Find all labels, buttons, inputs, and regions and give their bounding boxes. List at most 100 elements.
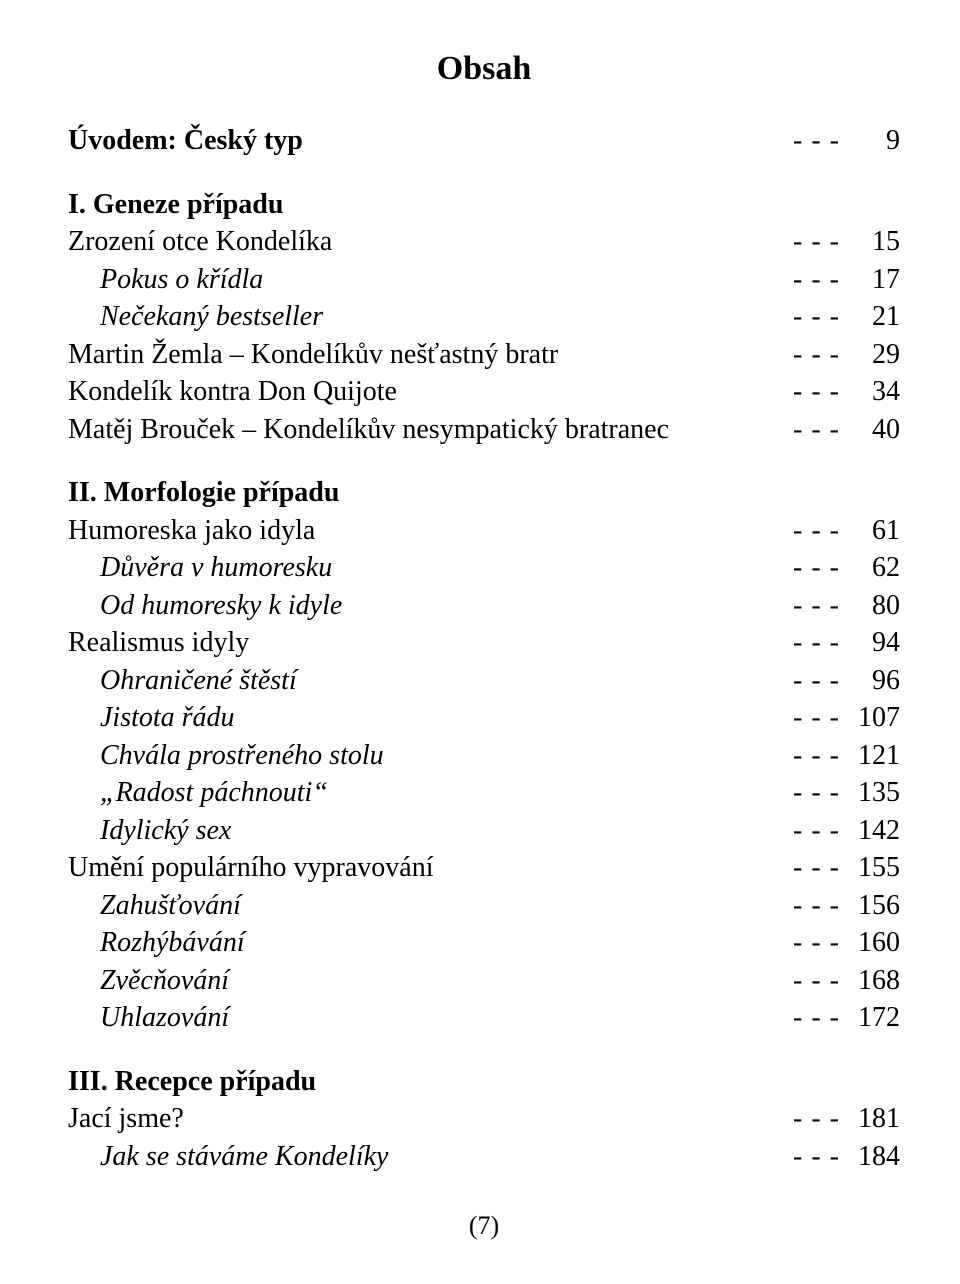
spacer <box>68 448 900 474</box>
toc-page: 155 <box>840 849 900 887</box>
toc-page: 96 <box>840 662 900 700</box>
toc-leader: - - - <box>793 774 840 812</box>
toc-leader: - - - <box>793 849 840 887</box>
toc-page: 142 <box>840 812 900 850</box>
toc-row: Zrození otce Kondelíka - - -15 <box>68 223 900 261</box>
toc-leader: - - - <box>793 962 840 1000</box>
toc-leader: - - - <box>793 336 840 374</box>
spacer <box>68 1037 900 1063</box>
toc-row: Rozhýbávání - - -160 <box>68 924 900 962</box>
spacer <box>68 160 900 186</box>
toc-label: Martin Žemla – Kondelíkův nešťastný brat… <box>68 336 558 374</box>
toc-page: 17 <box>840 261 900 299</box>
toc-page: 29 <box>840 336 900 374</box>
toc-label: II. Morfologie případu <box>68 474 339 512</box>
toc-page: 135 <box>840 774 900 812</box>
toc-row: Umění populárního vypravování - - -155 <box>68 849 900 887</box>
toc-label: Jistota řádu <box>68 699 235 737</box>
toc-leader: - - - <box>793 1100 840 1138</box>
toc-leader: - - - <box>793 549 840 587</box>
toc-page: 61 <box>840 512 900 550</box>
toc-leader: - - - <box>793 699 840 737</box>
toc-label: Realismus idyly <box>68 624 249 662</box>
toc-leader: - - - <box>793 587 840 625</box>
toc-leader: - - - <box>793 812 840 850</box>
toc-row: Kondelík kontra Don Quijote - - -34 <box>68 373 900 411</box>
toc-list: Úvodem: Český typ- - -9I. Geneze případu… <box>68 122 900 1175</box>
toc-leader: - - - <box>793 298 840 336</box>
toc-leader: - - - <box>793 1138 840 1176</box>
toc-page: 107 <box>840 699 900 737</box>
toc-page: 168 <box>840 962 900 1000</box>
toc-page: 94 <box>840 624 900 662</box>
toc-page: 9 <box>840 122 900 160</box>
toc-row: Jak se stáváme Kondelíky - - -184 <box>68 1138 900 1176</box>
toc-leader: - - - <box>793 999 840 1037</box>
toc-row: Martin Žemla – Kondelíkův nešťastný brat… <box>68 336 900 374</box>
toc-label: III. Recepce případu <box>68 1063 316 1101</box>
toc-page: 21 <box>840 298 900 336</box>
toc-page: 184 <box>840 1138 900 1176</box>
toc-row: Zvěcňování - - -168 <box>68 962 900 1000</box>
toc-label: Důvěra v humoresku <box>68 549 332 587</box>
toc-label: Zahušťování <box>68 887 241 925</box>
toc-row: II. Morfologie případu <box>68 474 900 512</box>
toc-row: Realismus idyly - - -94 <box>68 624 900 662</box>
toc-label: Zvěcňování <box>68 962 229 1000</box>
toc-label: Jak se stáváme Kondelíky <box>68 1138 388 1176</box>
toc-row: Od humoresky k idyle - - -80 <box>68 587 900 625</box>
toc-label: Uhlazování <box>68 999 229 1037</box>
toc-leader: - - - <box>793 624 840 662</box>
toc-label: Chvála prostřeného stolu <box>68 737 384 775</box>
toc-page: 62 <box>840 549 900 587</box>
toc-row: Ohraničené štěstí - - -96 <box>68 662 900 700</box>
toc-page: 181 <box>840 1100 900 1138</box>
toc-label: Matěj Brouček – Kondelíkův nesympatický … <box>68 411 669 449</box>
toc-title: Obsah <box>68 50 900 88</box>
toc-page: 172 <box>840 999 900 1037</box>
toc-row: Důvěra v humoresku - - -62 <box>68 549 900 587</box>
toc-leader: - - - <box>793 122 840 160</box>
toc-label: Od humoresky k idyle <box>68 587 342 625</box>
toc-row: Chvála prostřeného stolu- - -121 <box>68 737 900 775</box>
toc-label: Kondelík kontra Don Quijote <box>68 373 397 411</box>
toc-row: Uhlazování - - -172 <box>68 999 900 1037</box>
toc-page: 15 <box>840 223 900 261</box>
toc-leader: - - - <box>793 411 840 449</box>
toc-row: Matěj Brouček – Kondelíkův nesympatický … <box>68 411 900 449</box>
toc-leader: - - - <box>793 373 840 411</box>
toc-label: „Radost páchnouti“ <box>68 774 328 812</box>
toc-label: I. Geneze případu <box>68 186 283 224</box>
toc-label: Umění populárního vypravování <box>68 849 433 887</box>
toc-leader: - - - <box>793 512 840 550</box>
toc-leader: - - - <box>793 261 840 299</box>
toc-label: Pokus o křídla <box>68 261 263 299</box>
toc-leader: - - - <box>793 737 840 775</box>
toc-label: Humoreska jako idyla <box>68 512 315 550</box>
toc-label: Ohraničené štěstí <box>68 662 297 700</box>
toc-label: Nečekaný bestseller <box>68 298 323 336</box>
toc-row: Jací jsme? - - -181 <box>68 1100 900 1138</box>
toc-page: 34 <box>840 373 900 411</box>
toc-row: Humoreska jako idyla - - -61 <box>68 512 900 550</box>
toc-label: Rozhýbávání <box>68 924 245 962</box>
toc-row: Idylický sex - - -142 <box>68 812 900 850</box>
toc-row: Úvodem: Český typ - - -9 <box>68 122 900 160</box>
toc-page: 156 <box>840 887 900 925</box>
toc-label: Jací jsme? <box>68 1100 184 1138</box>
page: Obsah Úvodem: Český typ- - -9I. Geneze p… <box>0 0 960 1284</box>
toc-row: Pokus o křídla - - -17 <box>68 261 900 299</box>
toc-page: 80 <box>840 587 900 625</box>
toc-row: III. Recepce případu <box>68 1063 900 1101</box>
toc-label: Idylický sex <box>68 812 231 850</box>
toc-leader: - - - <box>793 223 840 261</box>
toc-leader: - - - <box>793 662 840 700</box>
toc-row: „Radost páchnouti“ - - -135 <box>68 774 900 812</box>
toc-label: Úvodem: Český typ <box>68 122 303 160</box>
toc-page: 160 <box>840 924 900 962</box>
toc-leader: - - - <box>793 924 840 962</box>
toc-row: Nečekaný bestseller - - -21 <box>68 298 900 336</box>
toc-row: Zahušťování- - -156 <box>68 887 900 925</box>
toc-row: I. Geneze případu <box>68 186 900 224</box>
toc-label: Zrození otce Kondelíka <box>68 223 332 261</box>
